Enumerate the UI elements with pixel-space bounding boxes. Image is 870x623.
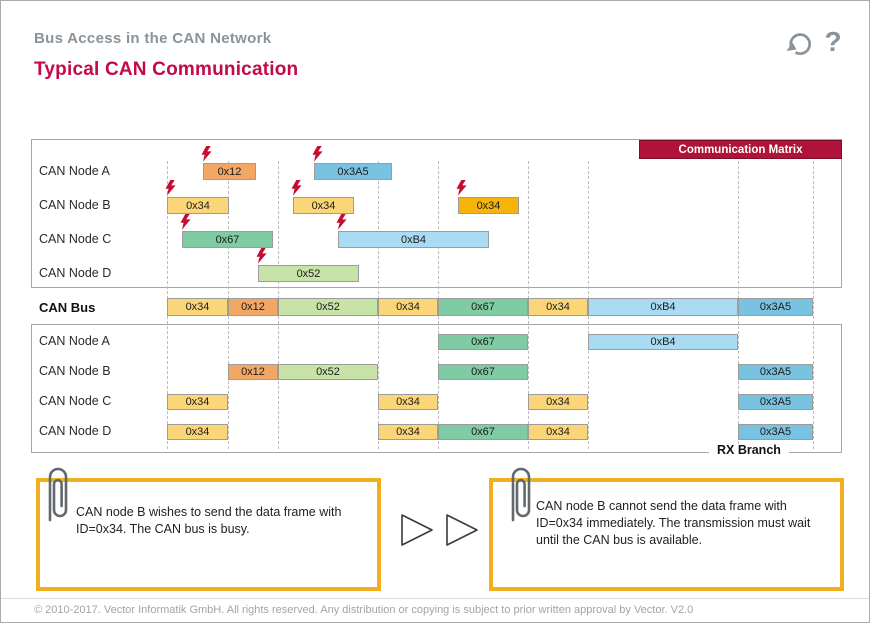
communication-matrix-button[interactable]: Communication Matrix: [639, 140, 842, 159]
frame-block-0x34: 0x34: [378, 394, 438, 410]
note-box-busy: CAN node B wishes to send the data frame…: [36, 467, 381, 591]
bus-frame-0x3A5: 0x3A5: [738, 298, 813, 316]
lightning-icon: [456, 180, 467, 196]
lightning-icon: [165, 180, 176, 196]
node-label: CAN Node B: [39, 197, 111, 212]
lightning-icon: [180, 214, 191, 230]
restart-icon: [785, 33, 813, 61]
node-label: CAN Node A: [39, 334, 110, 348]
node-label: CAN Node A: [39, 163, 110, 178]
node-label: CAN Node B: [39, 364, 111, 378]
lightning-icon: [201, 146, 212, 162]
node-label: CAN Node D: [39, 265, 112, 280]
frame-block-0x34: 0x34: [167, 424, 228, 440]
bus-frame-0x67: 0x67: [438, 298, 528, 316]
paperclip-icon: [43, 464, 73, 528]
rx-panel: [31, 324, 842, 453]
lesson-subtitle: Bus Access in the CAN Network: [34, 30, 272, 47]
lightning-icon: [312, 146, 323, 162]
forward-triangle-icon: [444, 512, 480, 548]
bus-frame-0x34: 0x34: [528, 298, 588, 316]
frame-block-0x52: 0x52: [258, 265, 359, 282]
frame-block-0x34: 0x34: [293, 197, 354, 214]
frame-block-0x12: 0x12: [228, 364, 278, 380]
node-label: CAN Node C: [39, 231, 112, 246]
frame-block-0x12: 0x12: [203, 163, 256, 180]
frame-block-0x34: 0x34: [167, 394, 228, 410]
node-label: CAN Node C: [39, 394, 112, 408]
forward-triangle-icon: [399, 512, 435, 548]
frame-block-0x3A5: 0x3A5: [738, 364, 813, 380]
node-label: CAN Node D: [39, 424, 112, 438]
frame-block-0x67: 0x67: [438, 334, 528, 350]
bus-frame-0x34: 0x34: [378, 298, 438, 316]
frame-block-0x34: 0x34: [167, 197, 229, 214]
frame-block-0x3A5: 0x3A5: [738, 424, 813, 440]
help-button[interactable]: ?: [821, 25, 845, 59]
footer-divider: [1, 598, 869, 599]
bus-frame-0x34: 0x34: [167, 298, 228, 316]
frame-block-0x67: 0x67: [182, 231, 273, 248]
note-text: CAN node B cannot send the data frame wi…: [536, 499, 811, 547]
frame-block-0x3A5: 0x3A5: [738, 394, 813, 410]
page-title: Typical CAN Communication: [34, 59, 299, 80]
lightning-icon: [291, 180, 302, 196]
can-bus-label: CAN Bus: [39, 300, 96, 315]
restart-button[interactable]: [785, 30, 813, 58]
rx-branch-label: RX Branch: [709, 444, 789, 458]
grid-line: [813, 161, 814, 449]
tx-panel: [31, 139, 842, 288]
lightning-icon: [256, 248, 267, 264]
frame-block-0x34: 0x34: [378, 424, 438, 440]
bus-frame-0x12: 0x12: [228, 298, 278, 316]
frame-block-0x52: 0x52: [278, 364, 378, 380]
frame-block-0xB4: 0xB4: [338, 231, 489, 248]
frame-block-0xB4: 0xB4: [588, 334, 738, 350]
bus-frame-0x52: 0x52: [278, 298, 378, 316]
note-text: CAN node B wishes to send the data frame…: [76, 505, 342, 536]
bus-frame-0xB4: 0xB4: [588, 298, 738, 316]
frame-block-0x67: 0x67: [438, 364, 528, 380]
frame-block-0x34: 0x34: [458, 197, 519, 214]
frame-block-0x67: 0x67: [438, 424, 528, 440]
lightning-icon: [336, 214, 347, 230]
frame-block-0x3A5: 0x3A5: [314, 163, 392, 180]
frame-block-0x34: 0x34: [528, 394, 588, 410]
copyright-text: © 2010-2017. Vector Informatik GmbH. All…: [34, 604, 694, 616]
frame-block-0x34: 0x34: [528, 424, 588, 440]
note-box-wait: CAN node B cannot send the data frame wi…: [489, 467, 844, 591]
paperclip-icon: [506, 464, 536, 528]
